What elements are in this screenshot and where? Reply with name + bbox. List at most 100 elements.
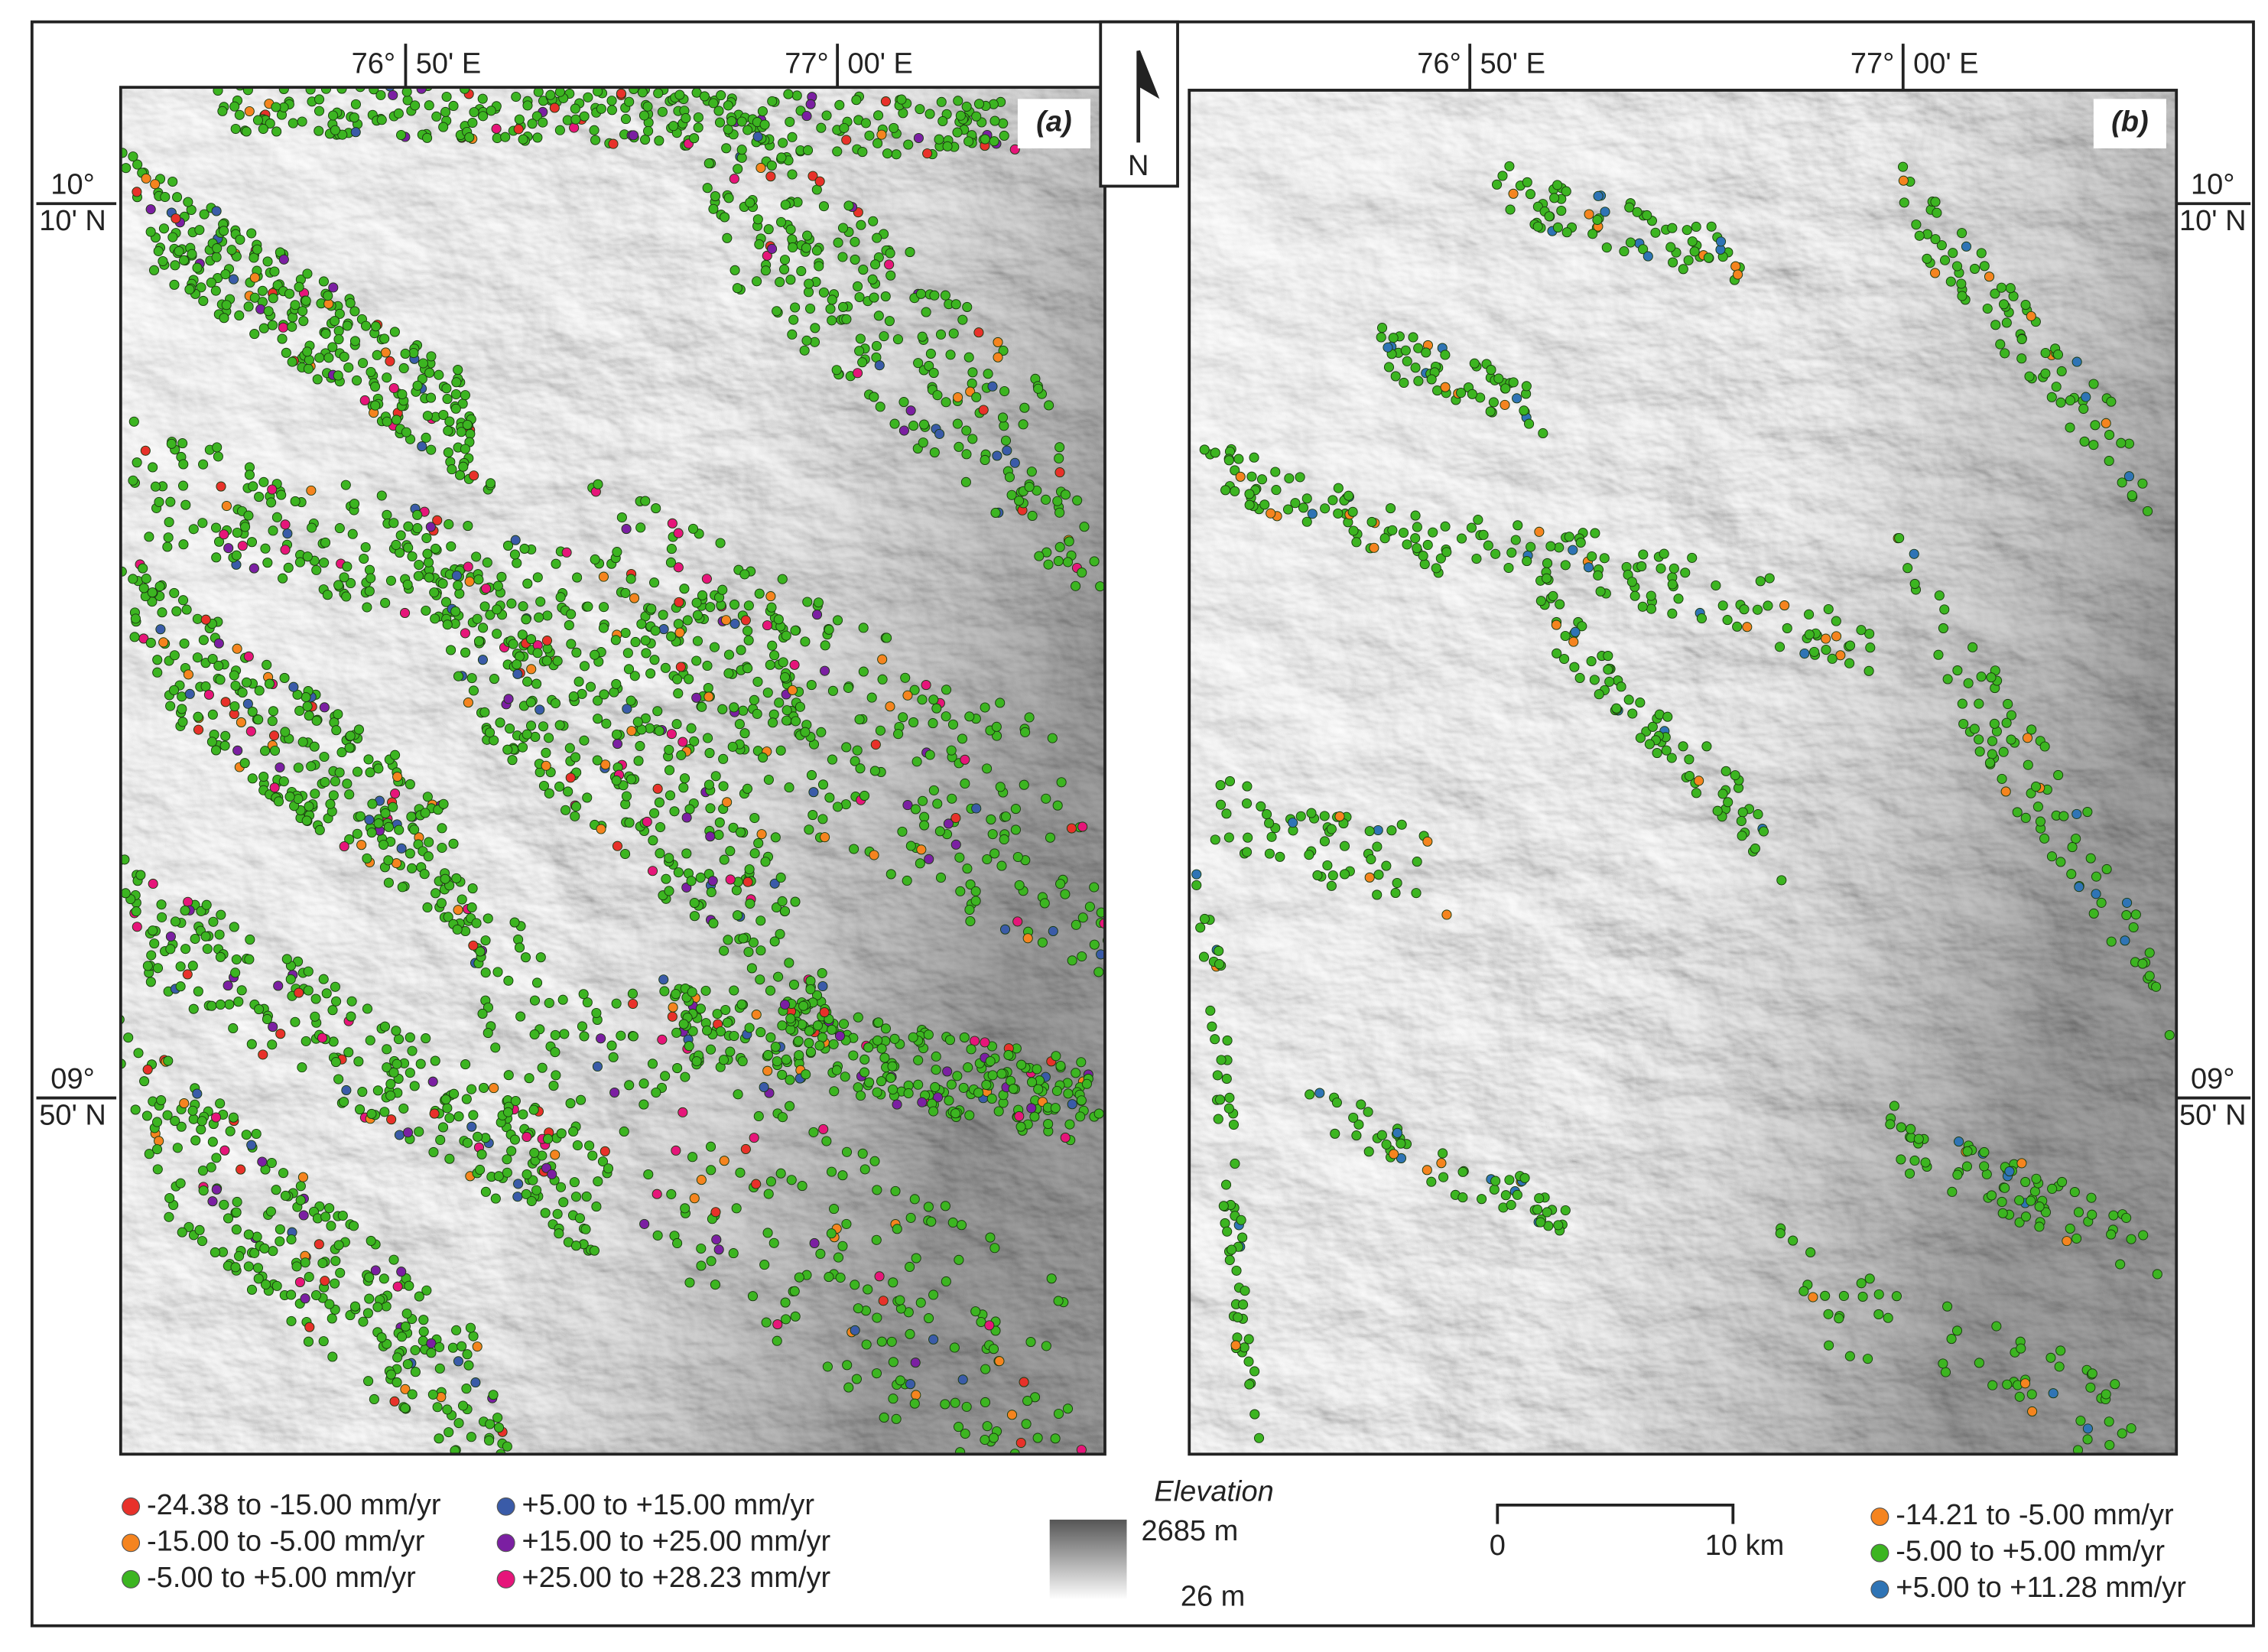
point — [1396, 1138, 1406, 1149]
point — [219, 313, 229, 324]
point — [1386, 825, 1397, 836]
point — [801, 111, 812, 122]
point — [940, 1201, 950, 1211]
point — [422, 411, 433, 421]
point — [178, 539, 189, 550]
point — [158, 637, 169, 648]
point — [1436, 1158, 1447, 1169]
point — [330, 981, 340, 992]
point — [710, 190, 720, 202]
point — [1071, 919, 1081, 930]
point — [771, 902, 782, 913]
point — [2096, 897, 2107, 908]
point — [818, 1124, 829, 1134]
point — [283, 562, 294, 573]
point — [729, 599, 740, 610]
point — [434, 1363, 445, 1374]
point — [786, 1175, 797, 1185]
point — [362, 602, 372, 613]
point — [905, 1261, 915, 1273]
point — [290, 1016, 301, 1027]
point — [1422, 539, 1433, 551]
point — [857, 357, 868, 368]
point — [373, 818, 384, 829]
point — [458, 1478, 467, 1488]
point — [477, 1008, 488, 1019]
point — [1625, 237, 1636, 248]
point — [660, 662, 671, 673]
point — [765, 1176, 776, 1187]
point — [800, 636, 811, 647]
point — [107, 552, 116, 561]
point — [232, 643, 242, 654]
point — [647, 866, 658, 876]
point — [2000, 786, 2011, 797]
point — [905, 1379, 916, 1390]
point — [1662, 711, 1673, 722]
point — [1054, 467, 1065, 478]
point — [1029, 1111, 1040, 1122]
point — [765, 659, 775, 670]
point — [1883, 1312, 1893, 1323]
point — [1398, 527, 1409, 538]
point — [206, 737, 217, 747]
point — [880, 291, 891, 302]
point — [1056, 1486, 1065, 1495]
point — [1089, 939, 1100, 950]
point — [396, 843, 407, 854]
point — [424, 837, 434, 847]
point — [956, 1220, 967, 1231]
point — [1946, 1334, 1957, 1345]
point — [640, 135, 651, 145]
point — [443, 447, 453, 458]
point — [999, 924, 1011, 935]
point — [2035, 816, 2046, 827]
point — [448, 100, 459, 112]
point — [176, 1121, 187, 1132]
point — [215, 951, 226, 962]
point — [550, 1029, 561, 1040]
point — [184, 688, 195, 699]
point — [570, 103, 580, 114]
point — [206, 277, 216, 288]
point — [531, 977, 543, 988]
point — [464, 576, 475, 587]
point — [917, 795, 928, 806]
point — [334, 523, 345, 534]
point — [695, 872, 706, 883]
point — [796, 265, 807, 277]
point — [280, 519, 291, 530]
point — [326, 1221, 336, 1231]
point — [885, 701, 895, 712]
point — [1199, 913, 1210, 925]
point — [1526, 541, 1536, 552]
point — [385, 575, 397, 586]
point — [898, 712, 908, 723]
point — [1421, 347, 1431, 358]
point — [442, 620, 453, 630]
point — [2040, 1207, 2052, 1218]
point — [306, 485, 317, 496]
point — [1076, 1095, 1087, 1106]
scale-start: 0 — [1490, 1530, 1506, 1562]
point — [1266, 508, 1276, 519]
point — [1456, 533, 1467, 544]
point — [2086, 1192, 2097, 1203]
point — [574, 1213, 585, 1224]
point — [235, 234, 245, 245]
point — [1392, 877, 1402, 889]
point — [1552, 648, 1562, 659]
point — [569, 122, 580, 133]
point — [1372, 841, 1383, 852]
point — [794, 1050, 804, 1061]
point — [1387, 525, 1398, 535]
point — [807, 171, 818, 181]
point — [850, 756, 860, 766]
point — [154, 496, 164, 507]
point — [302, 551, 313, 562]
point — [941, 685, 952, 695]
point — [2126, 1423, 2136, 1434]
point — [986, 814, 996, 825]
point — [145, 226, 156, 237]
point — [370, 321, 382, 332]
